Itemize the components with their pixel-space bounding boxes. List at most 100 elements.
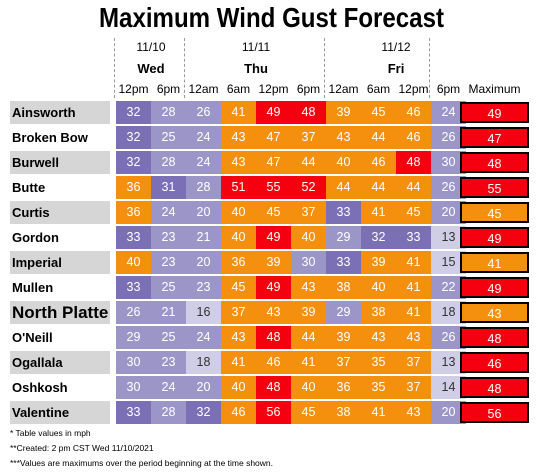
date-header: 11/11 (241, 40, 271, 54)
table-cell: 41 (221, 351, 256, 374)
time-header: 12am (328, 82, 359, 96)
table-cell: 44 (291, 326, 326, 349)
table-cell: 23 (151, 226, 186, 249)
table-cell: 43 (396, 401, 431, 424)
table-cell: 32 (361, 226, 396, 249)
table-cell: 40 (221, 201, 256, 224)
max-cell: 48 (460, 152, 529, 173)
group-divider (429, 38, 430, 98)
table-cell: 45 (361, 101, 396, 124)
table-cell: 26 (186, 101, 221, 124)
table-cell: 25 (151, 126, 186, 149)
table-cell: 47 (256, 151, 291, 174)
table-cell: 48 (291, 101, 326, 124)
max-cell: 45 (460, 202, 529, 223)
table-cell: 22 (431, 276, 466, 299)
table-cell: 20 (186, 201, 221, 224)
table-cell: 40 (221, 226, 256, 249)
table-cell: 46 (361, 151, 396, 174)
max-cell: 49 (460, 277, 529, 298)
time-header: 12am (188, 82, 219, 96)
table-cell: 36 (221, 251, 256, 274)
table-cell: 32 (116, 151, 151, 174)
table-cell: 15 (431, 251, 466, 274)
table-cell: 48 (256, 326, 291, 349)
table-cell: 26 (116, 301, 151, 324)
table-cell: 23 (151, 351, 186, 374)
table-cell: 32 (116, 126, 151, 149)
max-cell: 48 (460, 377, 529, 398)
table-cell: 41 (361, 201, 396, 224)
max-cell: 55 (460, 177, 529, 198)
station-label: Burwell (10, 151, 110, 174)
max-cell: 49 (460, 102, 529, 123)
table-cell: 41 (221, 101, 256, 124)
table-cell: 30 (116, 376, 151, 399)
table-cell: 14 (431, 376, 466, 399)
table-cell: 20 (431, 401, 466, 424)
table-cell: 40 (291, 226, 326, 249)
station-label: Imperial (10, 251, 110, 274)
table-cell: 46 (396, 101, 431, 124)
table-cell: 36 (116, 201, 151, 224)
footnote: * Table values in mph (10, 428, 91, 438)
table-cell: 44 (361, 126, 396, 149)
table-cell: 46 (256, 351, 291, 374)
group-divider (184, 38, 185, 98)
table-cell: 36 (116, 176, 151, 199)
footnote: ***Values are maximums over the period b… (10, 458, 274, 468)
station-label: North Platte (10, 301, 110, 324)
table-cell: 48 (256, 376, 291, 399)
table-cell: 35 (361, 376, 396, 399)
footnote: **Created: 2 pm CST Wed 11/10/2021 (10, 443, 154, 453)
table-cell: 18 (186, 351, 221, 374)
max-cell: 48 (460, 327, 529, 348)
table-cell: 39 (291, 301, 326, 324)
table-cell: 43 (291, 276, 326, 299)
table-cell: 37 (291, 126, 326, 149)
table-cell: 25 (151, 326, 186, 349)
table-cell: 44 (326, 176, 361, 199)
table-cell: 39 (256, 251, 291, 274)
max-cell: 46 (460, 352, 529, 373)
table-cell: 40 (116, 251, 151, 274)
date-header: 11/10 (136, 40, 166, 54)
table-cell: 37 (291, 201, 326, 224)
table-cell: 38 (326, 276, 361, 299)
table-cell: 23 (186, 276, 221, 299)
table-cell: 41 (396, 276, 431, 299)
station-label: O'Neill (12, 330, 53, 345)
table-cell: 45 (396, 201, 431, 224)
table-cell: 24 (186, 126, 221, 149)
station-label: Valentine (10, 401, 110, 424)
table-cell: 39 (326, 326, 361, 349)
table-cell: 29 (326, 226, 361, 249)
table-cell: 39 (326, 101, 361, 124)
station-label: Curtis (10, 201, 110, 224)
maximum-header: Maximum (468, 82, 521, 96)
table-cell: 40 (361, 276, 396, 299)
table-cell: 40 (221, 376, 256, 399)
table-cell: 16 (186, 301, 221, 324)
date-header: 11/12 (381, 40, 411, 54)
table-cell: 28 (186, 176, 221, 199)
table-cell: 23 (151, 251, 186, 274)
table-cell: 44 (396, 176, 431, 199)
table-cell: 35 (361, 351, 396, 374)
table-cell: 45 (256, 201, 291, 224)
page-title: Maximum Wind Gust Forecast (99, 2, 444, 33)
table-cell: 39 (361, 251, 396, 274)
table-cell: 33 (116, 276, 151, 299)
table-cell: 52 (291, 176, 326, 199)
table-cell: 43 (221, 126, 256, 149)
time-header: 12pm (118, 82, 149, 96)
table-cell: 47 (256, 126, 291, 149)
table-cell: 26 (431, 176, 466, 199)
table-cell: 33 (326, 201, 361, 224)
table-cell: 43 (221, 151, 256, 174)
table-cell: 29 (326, 301, 361, 324)
table-cell: 24 (186, 326, 221, 349)
table-cell: 28 (151, 151, 186, 174)
table-cell: 41 (396, 301, 431, 324)
table-cell: 44 (361, 176, 396, 199)
